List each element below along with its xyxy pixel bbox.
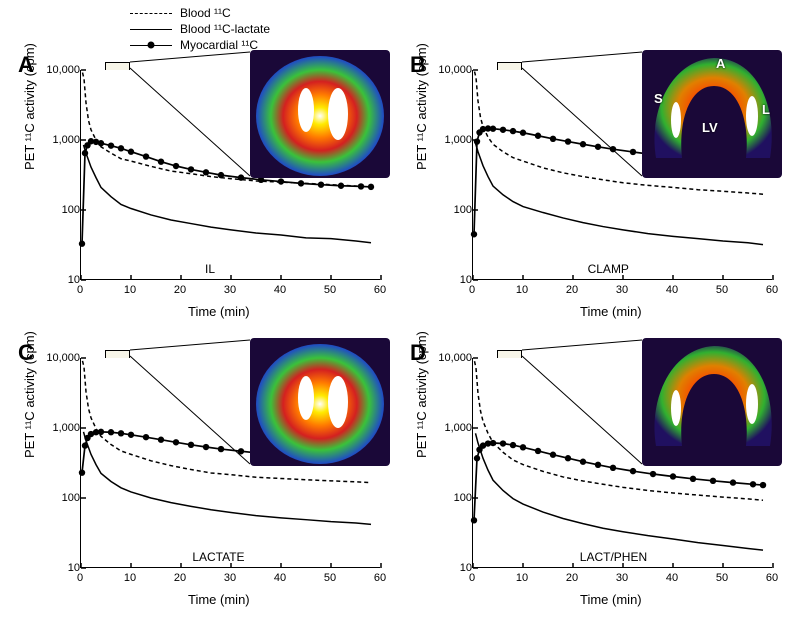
figure: Blood ¹¹C Blood ¹¹C-lactate Myocardial ¹… [0, 0, 800, 624]
legend-item: Blood ¹¹C-lactate [130, 22, 270, 36]
zoom-connector [18, 52, 398, 292]
x-axis-label: Time (min) [188, 592, 250, 607]
zoom-connector [18, 340, 398, 580]
x-axis-label: Time (min) [580, 304, 642, 319]
zoom-connector [410, 52, 790, 292]
line-icon [130, 23, 172, 35]
panel-A: APET ¹¹C activity (cpm)Time (min)101001,… [18, 52, 398, 332]
legend: Blood ¹¹C Blood ¹¹C-lactate Myocardial ¹… [130, 6, 270, 54]
line-icon [130, 7, 172, 19]
zoom-connector [410, 340, 790, 580]
panel-B: BPET ¹¹C activity (cpm)Time (min)101001,… [410, 52, 790, 332]
legend-label: Myocardial ¹¹C [180, 38, 258, 52]
panel-D: DPET ¹¹C activity (cpm)Time (min)101001,… [410, 340, 790, 620]
legend-item: Blood ¹¹C [130, 6, 270, 20]
x-axis-label: Time (min) [188, 304, 250, 319]
x-axis-label: Time (min) [580, 592, 642, 607]
panel-C: CPET ¹¹C activity (cpm)Time (min)101001,… [18, 340, 398, 620]
line-icon [130, 39, 172, 51]
legend-label: Blood ¹¹C [180, 6, 231, 20]
legend-label: Blood ¹¹C-lactate [180, 22, 270, 36]
